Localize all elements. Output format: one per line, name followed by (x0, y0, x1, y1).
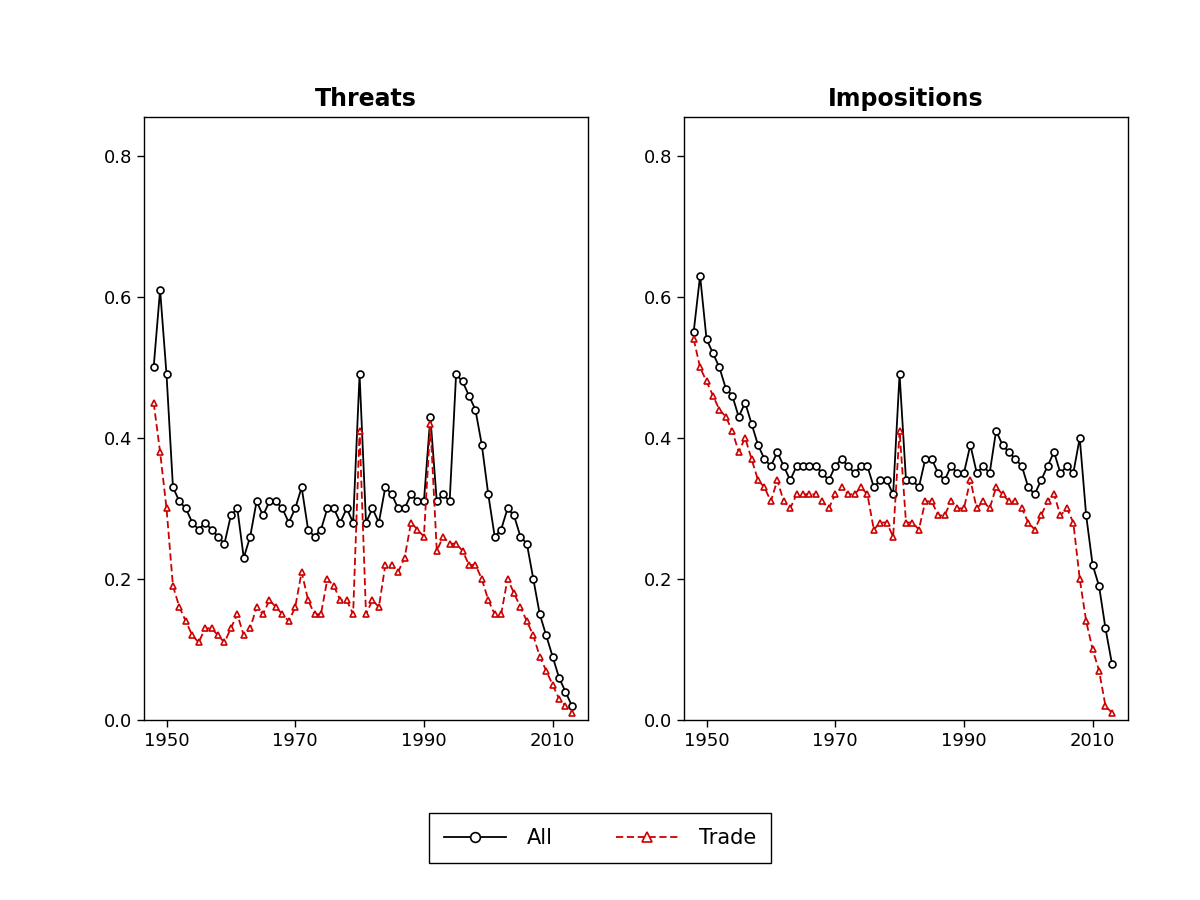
Title: Impositions: Impositions (828, 87, 984, 111)
Legend: All, Trade: All, Trade (430, 814, 770, 862)
Title: Threats: Threats (316, 87, 416, 111)
